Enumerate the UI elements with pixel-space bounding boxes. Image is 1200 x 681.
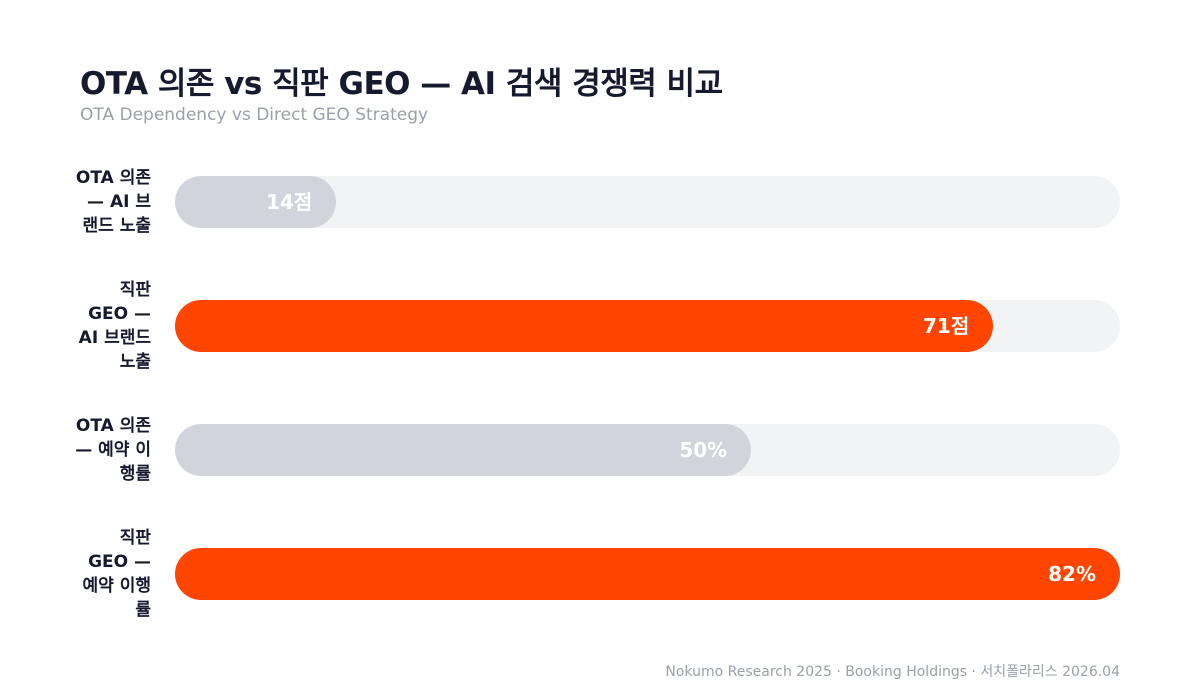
bar xyxy=(175,424,752,476)
bar xyxy=(175,176,337,228)
value-label: 71점 xyxy=(922,314,970,338)
value-label: 14점 xyxy=(266,190,313,214)
category-label: 직판 GEO — AI 브랜드 노출 xyxy=(78,280,151,372)
category-label: OTA 의존 — AI 브랜드 노출 xyxy=(75,168,151,236)
bar xyxy=(175,548,1120,600)
bar xyxy=(175,300,994,352)
chart-title: OTA 의존 vs 직판 GEO — AI 검색 경쟁력 비교 xyxy=(80,66,723,102)
value-label: 82% xyxy=(1048,562,1096,586)
value-label: 50% xyxy=(679,438,728,462)
category-label: 직판 GEO — 예약 이행률 xyxy=(82,528,151,620)
chart-subtitle: OTA Dependency vs Direct GEO Strategy xyxy=(80,105,429,125)
source-note: Nokumo Research 2025 · Booking Holdings … xyxy=(665,664,1120,680)
category-label: OTA 의존 — 예약 이행률 xyxy=(75,416,151,484)
